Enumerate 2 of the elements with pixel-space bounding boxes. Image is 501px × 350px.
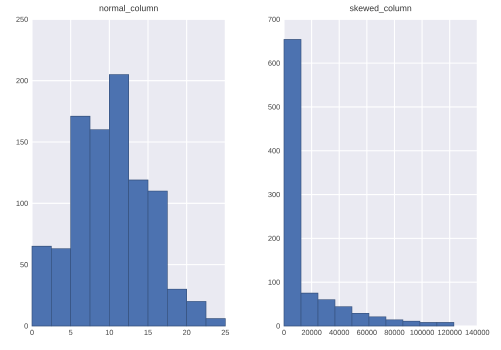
chart-title: normal_column xyxy=(100,4,158,13)
chart-title: skewed_column xyxy=(350,4,412,13)
